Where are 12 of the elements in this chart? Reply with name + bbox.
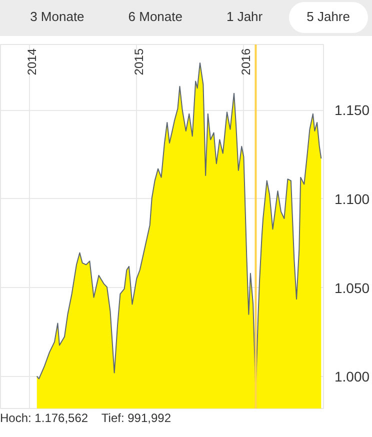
y-tick-label: 1.150 xyxy=(334,102,370,118)
y-tick-label: 1.100 xyxy=(334,190,370,207)
y-tick-label: 1.050 xyxy=(334,280,370,296)
text: 6 Monate xyxy=(127,8,184,26)
y-tick-label: 1.000 xyxy=(334,368,370,385)
text: 5 Jahre xyxy=(288,2,368,33)
text: 1 Jahr xyxy=(225,8,264,26)
x-tick-label: 2014 xyxy=(24,48,39,76)
text: 3 Monate xyxy=(29,8,86,26)
x-tick-label: 2016 xyxy=(238,48,253,76)
text: Hoch: 1.176,562 Tief: 991,992 xyxy=(0,411,172,425)
x-tick-label: 2015 xyxy=(132,48,146,76)
